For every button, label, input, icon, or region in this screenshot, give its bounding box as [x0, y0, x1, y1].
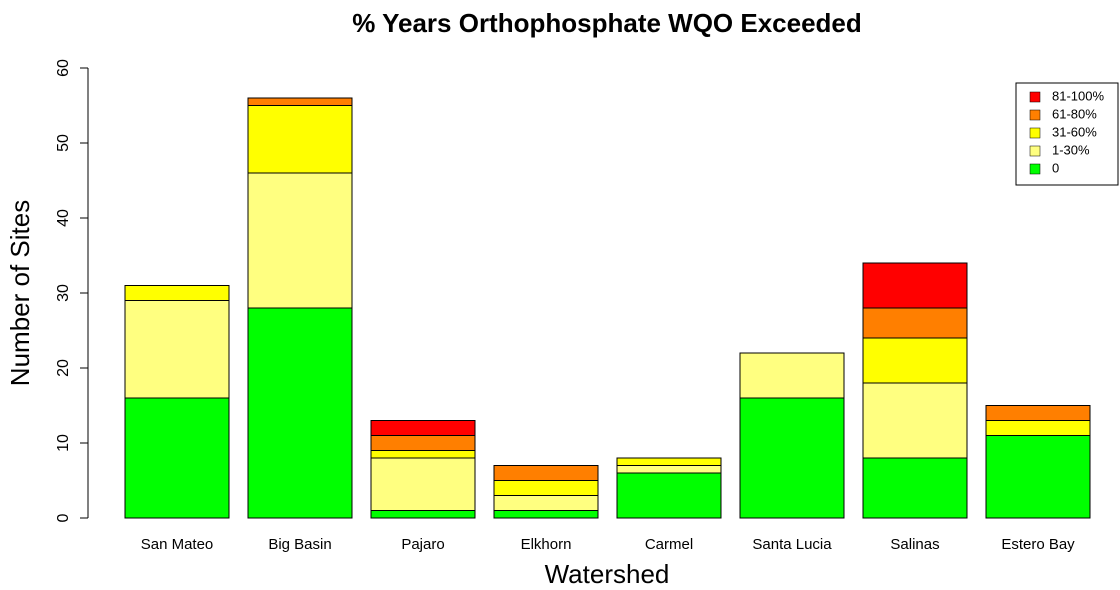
legend-swatch [1029, 163, 1041, 175]
bar-segment [247, 307, 353, 519]
bar-segment [985, 420, 1091, 436]
bar-segment [862, 337, 968, 384]
bar-segment [370, 450, 476, 459]
x-tick-label: Elkhorn [521, 536, 572, 553]
y-tick-label: 30 [55, 284, 72, 302]
bar-segment [862, 382, 968, 459]
x-axis-label: Watershed [545, 559, 670, 589]
bar-segment [370, 420, 476, 436]
bar-segment [616, 465, 722, 474]
x-tick-label: Estero Bay [1001, 536, 1075, 553]
legend-label: 61-80% [1052, 106, 1097, 121]
bar-segment [985, 435, 1091, 519]
bar-segment [985, 405, 1091, 421]
x-tick-label: San Mateo [141, 536, 214, 553]
bar-segment [493, 465, 599, 481]
y-tick-label: 10 [55, 434, 72, 452]
x-tick-label: Big Basin [268, 536, 331, 553]
bar-segment [247, 105, 353, 174]
bar-segment [247, 172, 353, 309]
x-tick-label: Santa Lucia [752, 536, 832, 553]
legend-swatch [1029, 91, 1041, 103]
bar-segment [370, 457, 476, 511]
bar-segment [124, 397, 230, 519]
legend-label: 1-30% [1052, 142, 1090, 157]
y-tick-label: 20 [55, 359, 72, 377]
bar-segment [616, 472, 722, 519]
y-tick-label: 50 [55, 134, 72, 152]
x-tick-label: Carmel [645, 536, 693, 553]
bar-segment [124, 300, 230, 399]
bar-segment [739, 352, 845, 399]
bar-segment [493, 495, 599, 511]
legend-label: 31-60% [1052, 124, 1097, 139]
legend-label: 0 [1052, 160, 1059, 175]
bar-segment [370, 435, 476, 451]
bar-segment [862, 307, 968, 339]
bar-segment [493, 480, 599, 496]
y-axis-label: Number of Sites [5, 200, 35, 386]
y-tick-label: 0 [55, 513, 72, 522]
bar-segment [124, 285, 230, 301]
legend-swatch [1029, 145, 1041, 157]
y-tick-label: 40 [55, 209, 72, 227]
bar-segment [739, 397, 845, 519]
legend-label: 81-100% [1052, 88, 1104, 103]
legend-swatch [1029, 127, 1041, 139]
bar-segment [862, 457, 968, 519]
y-tick-label: 60 [55, 59, 72, 77]
bar-segment [370, 510, 476, 519]
x-tick-label: Pajaro [401, 536, 444, 553]
legend-swatch [1029, 109, 1041, 121]
x-tick-label: Salinas [890, 536, 939, 553]
bar-segment [493, 510, 599, 519]
bar-segment [616, 457, 722, 466]
bar-segment [247, 97, 353, 106]
chart-title: % Years Orthophosphate WQO Exceeded [352, 8, 862, 38]
bar-segment [862, 262, 968, 309]
